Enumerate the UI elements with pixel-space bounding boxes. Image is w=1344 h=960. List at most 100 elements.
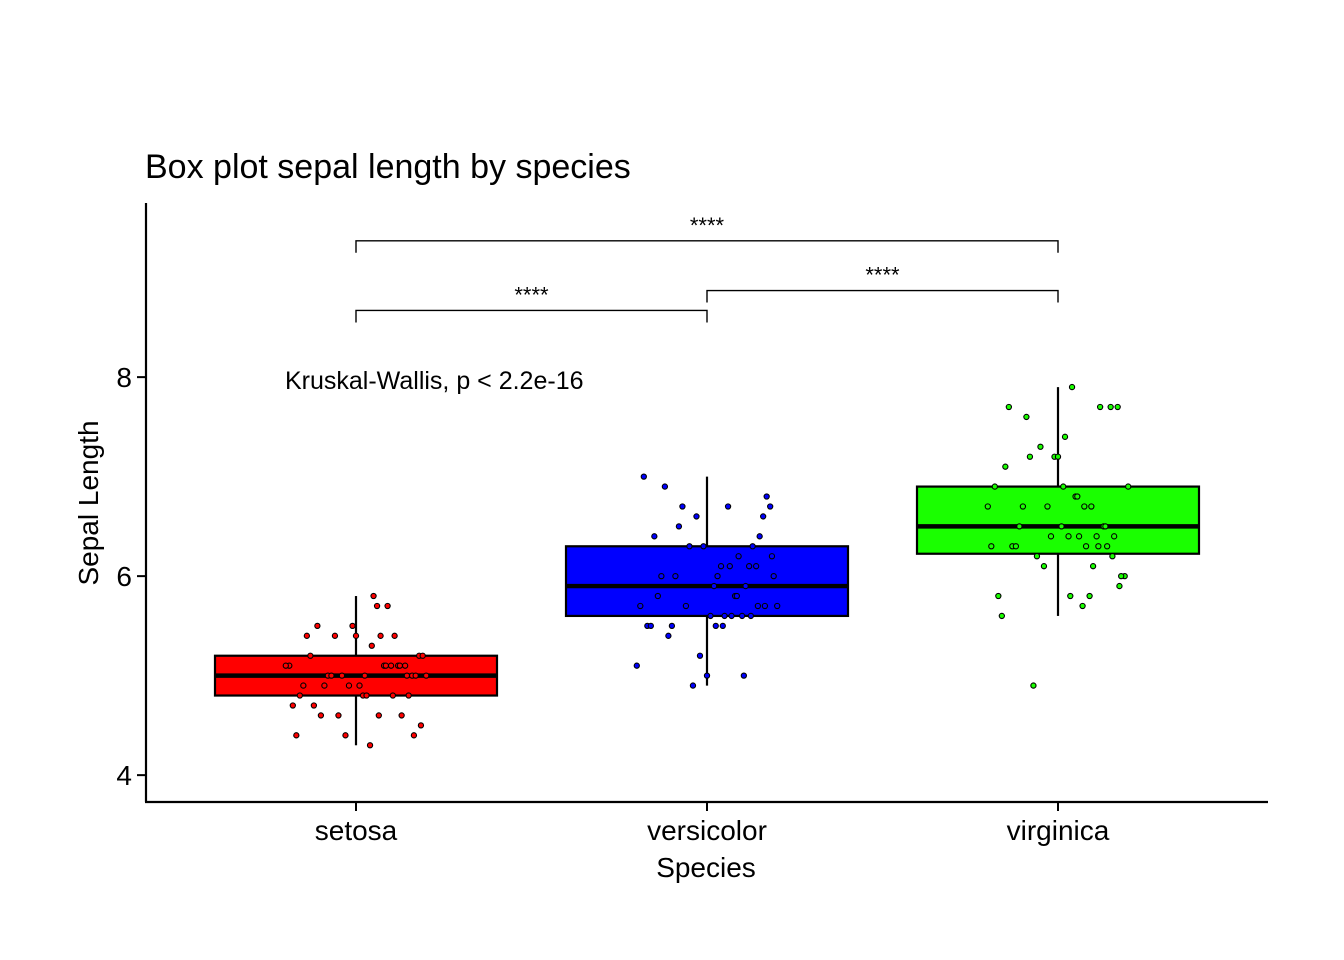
data-point-versicolor: [714, 572, 721, 580]
data-point-virginica: [1061, 433, 1069, 440]
data-point-versicolor: [770, 572, 777, 580]
data-point-virginica: [1012, 543, 1020, 550]
x-tick-label: setosa: [315, 815, 398, 846]
data-point-versicolor: [774, 602, 781, 610]
data-point-virginica: [1067, 592, 1074, 600]
data-point-virginica: [1054, 453, 1062, 460]
data-point-virginica: [1109, 553, 1116, 560]
data-point-virginica: [1030, 682, 1037, 689]
data-point-virginica: [1026, 453, 1034, 460]
data-point-versicolor: [682, 602, 690, 610]
bracket-line: [706, 289, 1059, 303]
data-point-versicolor: [647, 622, 654, 630]
data-point-versicolor: [768, 553, 776, 560]
data-point-setosa: [317, 712, 325, 719]
data-point-versicolor: [668, 622, 676, 630]
data-point-virginica: [1107, 403, 1114, 411]
data-point-versicolor: [703, 672, 711, 679]
data-point-versicolor: [665, 632, 672, 639]
data-point-virginica: [1114, 403, 1121, 411]
data-point-versicolor: [719, 622, 726, 630]
data-point-setosa: [321, 682, 328, 689]
box-setosa: [213, 596, 499, 746]
bracket-line: [355, 240, 1059, 253]
box-iqr: [564, 545, 850, 618]
data-point-setosa: [356, 682, 363, 689]
data-point-setosa: [401, 662, 409, 669]
data-point-versicolor: [733, 592, 740, 600]
chart-title: Box plot sepal length by species: [145, 148, 631, 186]
data-point-setosa: [349, 622, 356, 630]
data-point-versicolor: [672, 572, 679, 580]
data-point-virginica: [1016, 523, 1023, 530]
data-point-versicolor: [747, 612, 755, 620]
data-point-setosa: [389, 692, 397, 699]
data-point-virginica: [1044, 503, 1051, 510]
data-point-setosa: [366, 742, 374, 749]
data-point-versicolor: [675, 523, 683, 530]
data-point-virginica: [1023, 413, 1030, 421]
data-point-virginica: [1116, 582, 1123, 590]
data-point-setosa: [338, 672, 346, 679]
data-point-setosa: [368, 642, 375, 649]
data-point-versicolor: [712, 622, 719, 630]
data-point-setosa: [328, 672, 335, 679]
data-point-virginica: [991, 483, 998, 490]
data-point-virginica: [1068, 383, 1076, 391]
data-point-versicolor: [763, 493, 770, 500]
data-point-versicolor: [679, 503, 686, 510]
data-point-setosa: [419, 652, 426, 659]
data-point-setosa: [403, 672, 411, 679]
significance-label: ****: [865, 263, 900, 288]
data-point-virginica: [1089, 563, 1097, 570]
data-point-virginica: [1102, 523, 1109, 530]
data-point-virginica: [1075, 533, 1083, 540]
data-point-setosa: [370, 592, 377, 600]
data-point-virginica: [1047, 533, 1055, 540]
y-tick-label: 6: [116, 561, 132, 592]
data-point-versicolor: [749, 543, 756, 550]
data-point-versicolor: [633, 662, 640, 669]
data-point-versicolor: [738, 612, 746, 620]
data-point-versicolor: [742, 582, 749, 590]
data-point-versicolor: [735, 553, 742, 560]
data-point-setosa: [345, 682, 353, 689]
y-axis-label: Sepal Length: [73, 420, 104, 585]
data-point-virginica: [1125, 483, 1132, 490]
data-point-virginica: [1088, 503, 1095, 510]
data-point-setosa: [352, 632, 360, 639]
data-point-virginica: [998, 612, 1005, 620]
data-point-setosa: [410, 732, 418, 739]
data-point-virginica: [988, 543, 995, 550]
data-point-versicolor: [689, 682, 697, 689]
data-point-virginica: [1019, 503, 1027, 510]
data-point-versicolor: [752, 563, 760, 570]
significance-bracket: ****: [355, 213, 1059, 253]
data-point-versicolor: [654, 592, 662, 600]
data-point-setosa: [303, 632, 311, 639]
data-point-setosa: [293, 732, 300, 739]
data-point-virginica: [1033, 553, 1041, 560]
x-tick-label: virginica: [1007, 815, 1110, 846]
data-point-setosa: [391, 632, 398, 639]
data-point-setosa: [361, 672, 368, 679]
box-iqr: [915, 485, 1201, 555]
data-point-versicolor: [756, 533, 763, 540]
data-point-setosa: [314, 622, 321, 630]
significance-label: ****: [690, 213, 725, 238]
data-point-setosa: [377, 632, 384, 639]
data-point-setosa: [296, 692, 303, 699]
kruskal-wallis-annotation: Kruskal-Wallis, p < 2.2e-16: [285, 367, 584, 395]
significance-bracket: ****: [355, 282, 708, 323]
data-point-versicolor: [658, 572, 665, 580]
data-point-virginica: [1118, 572, 1125, 580]
data-point-setosa: [282, 662, 289, 669]
data-point-setosa: [398, 712, 405, 719]
data-point-versicolor: [661, 483, 669, 490]
data-point-setosa: [412, 672, 419, 679]
data-point-setosa: [335, 712, 342, 719]
data-point-versicolor: [724, 503, 732, 510]
data-point-versicolor: [686, 543, 693, 550]
data-point-versicolor: [717, 563, 725, 570]
data-point-setosa: [417, 722, 425, 729]
